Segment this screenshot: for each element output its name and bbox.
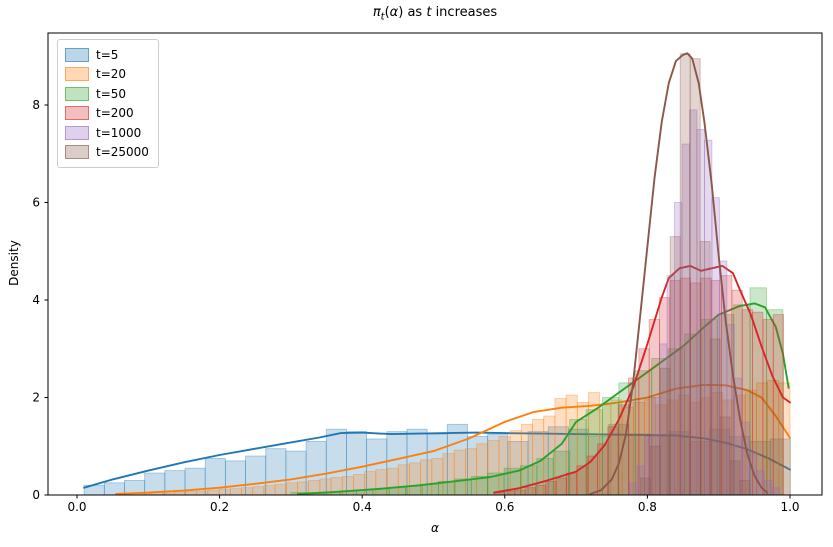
legend-label: t=25000: [96, 145, 149, 160]
hist-bar: [772, 314, 784, 496]
hist-bar: [196, 490, 209, 496]
hist-bar: [274, 483, 287, 496]
series-t5: [83, 423, 791, 496]
legend-label: t=200: [96, 106, 134, 121]
hist-bar: [514, 489, 526, 496]
hist-bar: [566, 472, 578, 496]
kde-line-t25000: [589, 52, 769, 495]
title-paren-open: (: [384, 5, 390, 20]
legend-label: t=20: [96, 67, 127, 82]
title-t-italic: t: [426, 5, 432, 20]
kde-line-t5: [83, 431, 791, 489]
y-tick-label: 6: [32, 196, 40, 210]
hist-bar: [586, 455, 598, 496]
hist-bar: [762, 319, 774, 496]
hist-bar: [669, 236, 681, 496]
hist-bar: [709, 338, 721, 496]
hist-bar: [629, 482, 638, 496]
legend-swatch-icon: [65, 106, 89, 121]
x-tick-label: 1.0: [780, 500, 799, 514]
hist-bar: [421, 483, 439, 496]
title-suffix: increases: [431, 5, 498, 20]
title-pi-symbol: π: [372, 5, 381, 20]
legend-item-t200: t=200: [65, 104, 149, 124]
y-tick-label: 2: [32, 391, 40, 405]
legend-swatch-icon: [65, 145, 89, 160]
hist-bar: [388, 487, 407, 496]
hist-bar: [555, 477, 567, 496]
x-axis-label: α: [431, 521, 439, 535]
hist-bar: [739, 479, 751, 496]
hist-bar: [241, 487, 254, 496]
hist-bar: [689, 58, 701, 496]
y-tick-label: 4: [32, 293, 40, 307]
x-tick-label: 0.4: [353, 500, 372, 514]
legend-item-t1000: t=1000: [65, 123, 149, 143]
plot-frame: [47, 32, 823, 496]
hist-bar: [207, 489, 220, 496]
hist-bar: [263, 484, 276, 496]
hist-bar: [185, 491, 198, 496]
hist-bar: [659, 367, 671, 496]
legend-item-t50: t=50: [65, 84, 149, 104]
legend-item-t25000: t=25000: [65, 143, 149, 163]
title-subscript-t: t: [380, 11, 385, 23]
hist-bar: [649, 445, 661, 496]
legend-swatch-icon: [65, 47, 89, 62]
legend-label: t=5: [96, 47, 119, 62]
y-tick-label: 8: [32, 98, 40, 112]
title-alpha-symbol: α: [389, 5, 399, 20]
legend-swatch-icon: [65, 86, 89, 101]
kde-line-t20: [115, 383, 791, 495]
legend-item-t20: t=20: [65, 65, 149, 85]
hist-bar: [252, 486, 265, 496]
legend-label: t=50: [96, 86, 127, 101]
kde-line-t200: [493, 264, 791, 494]
series-t25000: [589, 52, 769, 496]
legend: t=5 t=20 t=50 t=200 t=1000 t=25000: [57, 39, 159, 168]
chart-title: πt(α) as t increases: [48, 5, 822, 23]
legend-swatch-icon: [65, 67, 89, 82]
hist-bar: [699, 241, 711, 496]
x-tick-label: 0.2: [210, 500, 229, 514]
x-tick-label: 0.8: [638, 500, 657, 514]
hist-bar: [504, 490, 516, 496]
hist-bar: [719, 416, 731, 496]
x-tick-label: 0.0: [67, 500, 86, 514]
hist-bar: [229, 488, 242, 496]
hist-bar: [218, 488, 231, 496]
title-paren-close: ) as: [398, 5, 427, 20]
legend-item-t5: t=5: [65, 45, 149, 65]
y-tick-label: 0: [32, 488, 40, 502]
hist-bar: [639, 477, 651, 496]
y-axis-label: Density: [7, 240, 21, 286]
hist-bar: [535, 484, 547, 496]
hist-bar: [545, 480, 557, 496]
x-tick-label: 0.6: [495, 500, 514, 514]
hist-bar: [679, 53, 691, 496]
hist-bar: [524, 487, 536, 496]
hist-bar: [405, 485, 423, 496]
hist-bar: [771, 487, 780, 496]
hist-bar: [729, 460, 741, 496]
series-t1000: [629, 109, 780, 496]
kde-line-t50: [297, 302, 790, 495]
legend-label: t=1000: [96, 125, 142, 140]
legend-swatch-icon: [65, 125, 89, 140]
